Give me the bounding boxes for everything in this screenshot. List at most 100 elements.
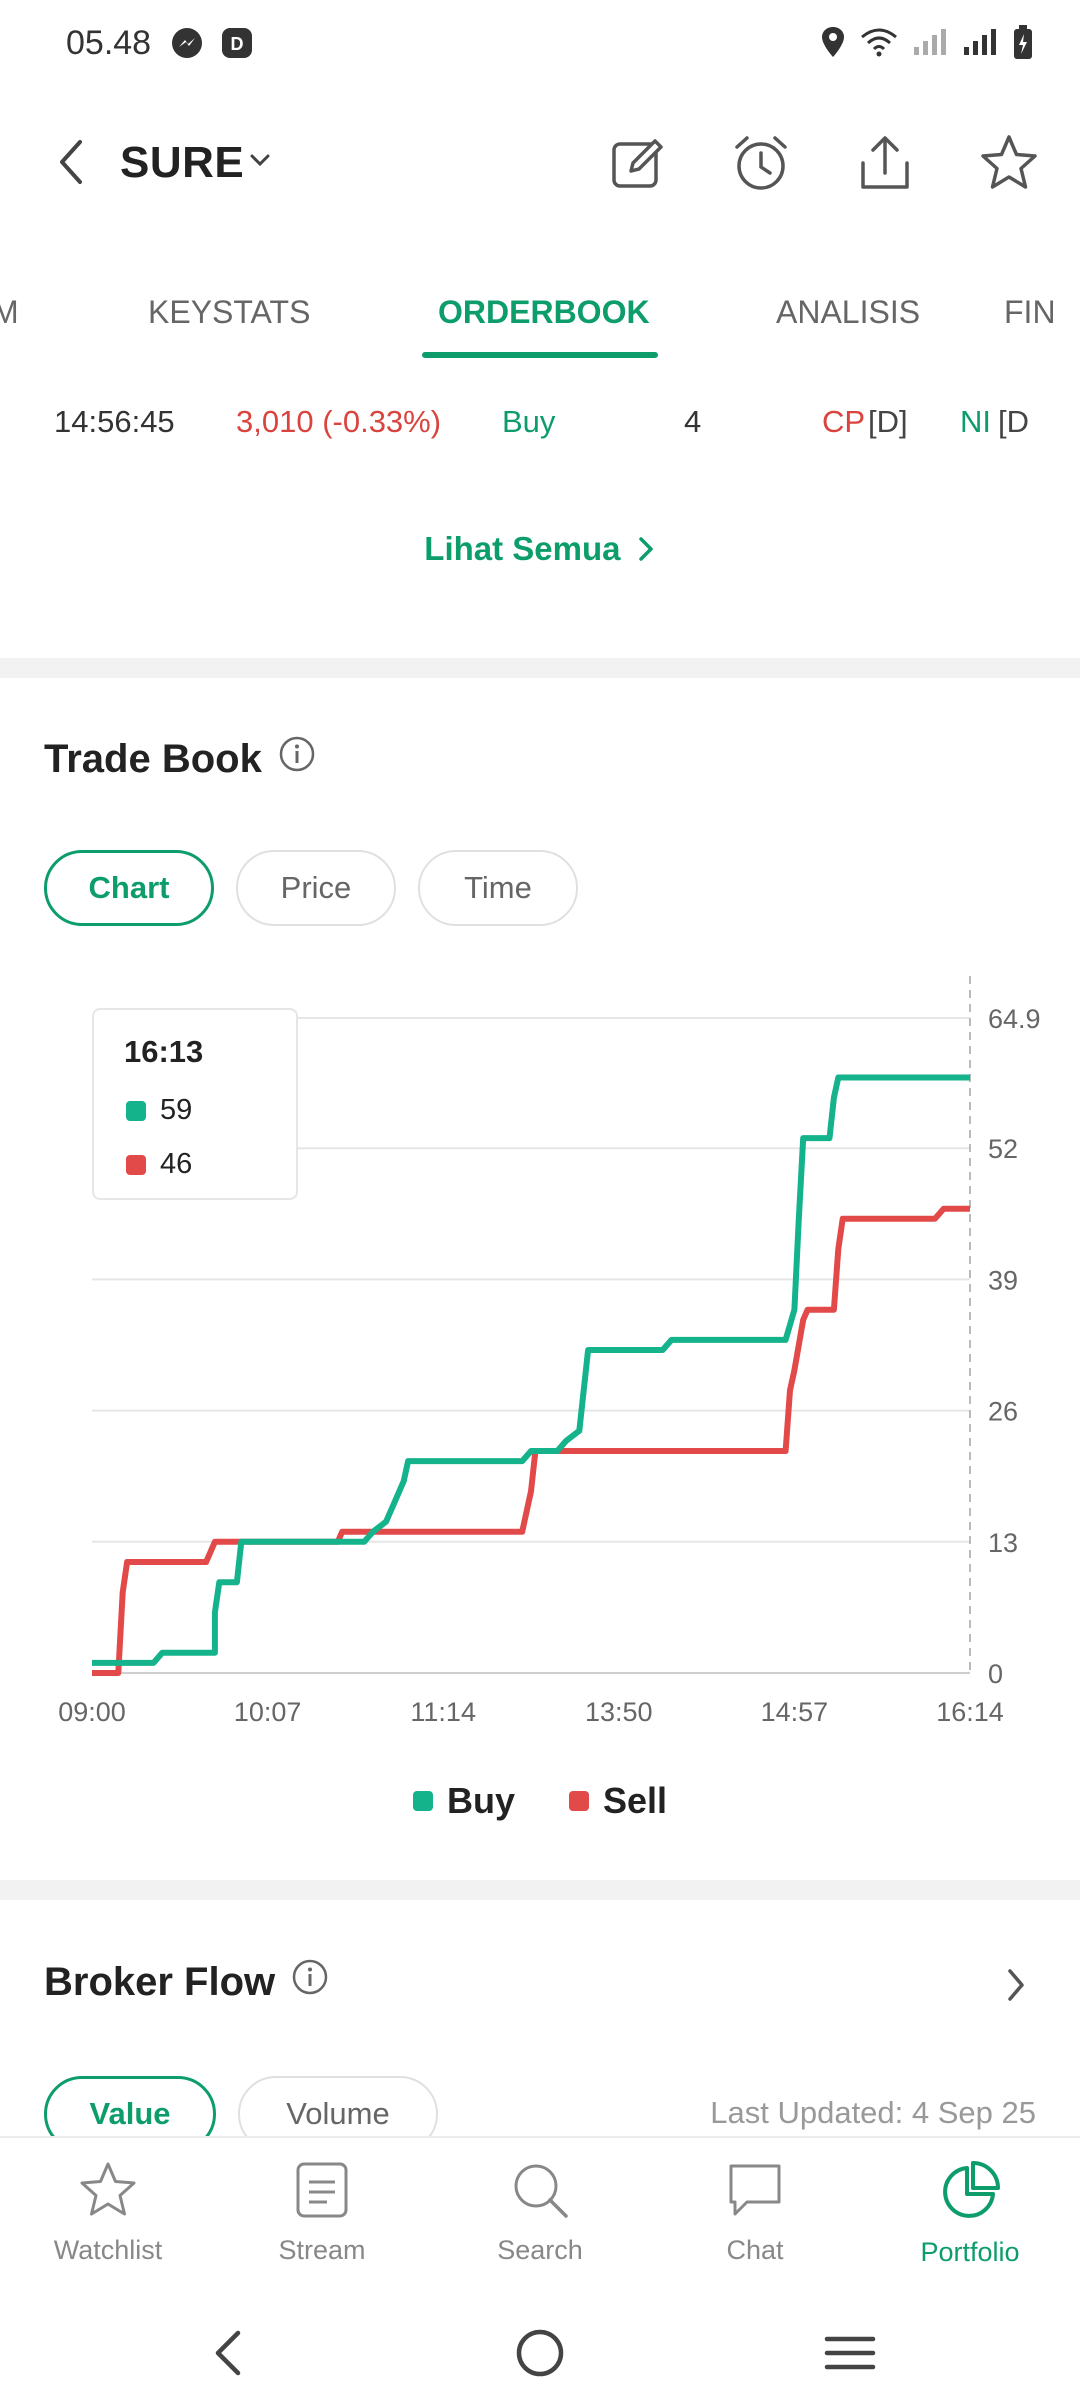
buy-swatch-icon bbox=[126, 1100, 146, 1121]
broker-flow-chevron-right-icon[interactable] bbox=[1004, 1965, 1028, 2010]
svg-text:D: D bbox=[231, 34, 244, 54]
legend-buy-label: Buy bbox=[446, 1780, 515, 1821]
star-icon bbox=[80, 2162, 136, 2216]
nav-label: Watchlist bbox=[53, 2235, 163, 2265]
star-outline-icon[interactable] bbox=[978, 132, 1040, 194]
signal-weak-icon bbox=[912, 27, 948, 62]
status-bar: 05.48 D bbox=[0, 0, 1080, 90]
nav-label: Chat bbox=[726, 2235, 784, 2265]
y-tick-label: 39 bbox=[988, 1265, 1018, 1295]
share-icon[interactable] bbox=[854, 132, 916, 194]
seller-broker-code: NI bbox=[960, 404, 991, 439]
x-tick-label: 13:50 bbox=[585, 1697, 653, 1727]
info-icon[interactable] bbox=[291, 1958, 329, 2006]
filter-chart[interactable]: Chart bbox=[44, 850, 214, 926]
see-all-link[interactable]: Lihat Semua bbox=[0, 530, 1080, 568]
legend-sell[interactable]: Sell bbox=[568, 1780, 668, 1822]
system-nav-bar bbox=[0, 2296, 1080, 2408]
y-tick-label: 64.9 bbox=[988, 1004, 1041, 1034]
chevron-down-icon[interactable] bbox=[248, 150, 272, 175]
trade-side: Buy bbox=[502, 404, 556, 439]
broker-flow-title: Broker Flow bbox=[44, 1959, 276, 2004]
chevron-left-icon bbox=[60, 140, 82, 184]
x-tick-label: 14:57 bbox=[761, 1697, 829, 1727]
messenger-icon bbox=[170, 26, 204, 65]
status-time: 05.48 bbox=[66, 24, 152, 62]
tooltip-sell-row: 46 bbox=[126, 1148, 192, 1181]
sell-swatch-icon bbox=[568, 1791, 589, 1811]
search-icon bbox=[514, 2164, 568, 2218]
trade-book-header: Trade Book bbox=[44, 735, 316, 783]
menu-icon bbox=[824, 2336, 876, 2370]
stream-icon bbox=[296, 2162, 348, 2218]
tab-orderbook[interactable]: ORDERBOOK bbox=[438, 294, 650, 330]
tab-analisis[interactable]: ANALISIS bbox=[776, 294, 921, 330]
edit-icon[interactable] bbox=[606, 132, 668, 194]
last-updated-text: Last Updated: 4 Sep 25 bbox=[710, 2095, 1036, 2130]
buyer-broker-type: [D] bbox=[868, 404, 908, 439]
wifi-icon bbox=[860, 27, 898, 62]
trade-lot: 4 bbox=[684, 404, 702, 439]
portfolio-icon bbox=[943, 2161, 1000, 2218]
back-button[interactable] bbox=[56, 132, 106, 192]
x-tick-label: 11:14 bbox=[410, 1697, 476, 1727]
y-tick-label: 0 bbox=[988, 1659, 1003, 1689]
sell-swatch-icon bbox=[126, 1154, 146, 1175]
ticker-symbol[interactable]: SURE bbox=[120, 138, 245, 187]
trade-price: 3,010 (-0.33%) bbox=[236, 404, 442, 439]
nav-portfolio[interactable]: Portfolio bbox=[870, 2160, 1070, 2268]
y-tick-label: 26 bbox=[988, 1397, 1018, 1427]
x-tick-label: 16:14 bbox=[936, 1697, 1004, 1727]
trade-book-chart[interactable]: 0 13 26 39 52 64.9 09:00 10:07 11:14 13:50 14:57 16… bbox=[0, 960, 1080, 1740]
nav-label: Stream bbox=[278, 2235, 366, 2265]
chart-svg: 0 13 26 39 52 64.9 09:00 10:07 11:14 13:50 14:57 16… bbox=[58, 976, 1041, 1727]
tooltip-sell-value: 46 bbox=[160, 1148, 193, 1180]
system-back-button[interactable] bbox=[188, 2318, 268, 2388]
seller-broker-type: [D bbox=[998, 404, 1029, 439]
x-tick-label: 10:07 bbox=[234, 1697, 302, 1727]
app-header: SURE bbox=[0, 110, 1080, 220]
legend-buy[interactable]: Buy bbox=[412, 1780, 515, 1822]
see-all-label: Lihat Semua bbox=[424, 530, 621, 567]
nav-label: Search bbox=[497, 2235, 583, 2265]
legend-sell-label: Sell bbox=[602, 1780, 668, 1821]
active-tab-indicator bbox=[422, 352, 658, 358]
buy-swatch-icon bbox=[412, 1791, 433, 1811]
nav-stream[interactable]: Stream bbox=[222, 2160, 422, 2266]
info-icon[interactable] bbox=[278, 735, 316, 783]
tab-partial-left[interactable]: M bbox=[0, 294, 19, 330]
tooltip-buy-value: 59 bbox=[160, 1094, 193, 1126]
tab-financials[interactable]: FIN bbox=[1004, 294, 1056, 330]
nav-search[interactable]: Search bbox=[440, 2160, 640, 2266]
y-tick-label: 13 bbox=[988, 1528, 1018, 1558]
chevron-left-icon bbox=[215, 2330, 241, 2376]
trade-time: 14:56:45 bbox=[54, 404, 175, 439]
tab-keystats[interactable]: KEYSTATS bbox=[148, 294, 311, 330]
home-circle-icon bbox=[516, 2329, 564, 2377]
signal-icon bbox=[962, 27, 998, 62]
filter-price[interactable]: Price bbox=[236, 850, 396, 926]
trade-book-title: Trade Book bbox=[44, 736, 262, 781]
chart-tooltip: 16:13 59 46 bbox=[92, 1008, 298, 1200]
nav-chat[interactable]: Chat bbox=[655, 2160, 855, 2266]
trade-row[interactable]: 14:56:45 3,010 (-0.33%) Buy 4 CP [D] NI … bbox=[0, 398, 1080, 448]
chart-legend: Buy Sell bbox=[0, 1780, 1080, 1822]
filter-time[interactable]: Time bbox=[418, 850, 578, 926]
alarm-icon[interactable] bbox=[730, 132, 792, 194]
buyer-broker-code: CP bbox=[822, 404, 866, 439]
series-line-buy bbox=[92, 1074, 970, 1666]
nav-label: Portfolio bbox=[920, 2237, 1020, 2267]
bottom-nav: Watchlist Stream Search Chat Portfolio bbox=[0, 2136, 1080, 2296]
chevron-right-icon bbox=[638, 537, 653, 561]
location-icon bbox=[820, 25, 846, 64]
section-divider bbox=[0, 1880, 1080, 1900]
y-tick-label: 52 bbox=[988, 1134, 1018, 1164]
chat-icon bbox=[729, 2164, 781, 2216]
system-home-button[interactable] bbox=[500, 2318, 580, 2388]
stock-tabs: M KEYSTATS ORDERBOOK ANALISIS FIN bbox=[0, 280, 1080, 360]
tooltip-time: 16:13 bbox=[124, 1034, 204, 1069]
system-recents-button[interactable] bbox=[810, 2318, 890, 2388]
nav-watchlist[interactable]: Watchlist bbox=[8, 2160, 208, 2266]
app-notification-icon: D bbox=[220, 26, 254, 65]
x-tick-label: 09:00 bbox=[58, 1697, 126, 1727]
